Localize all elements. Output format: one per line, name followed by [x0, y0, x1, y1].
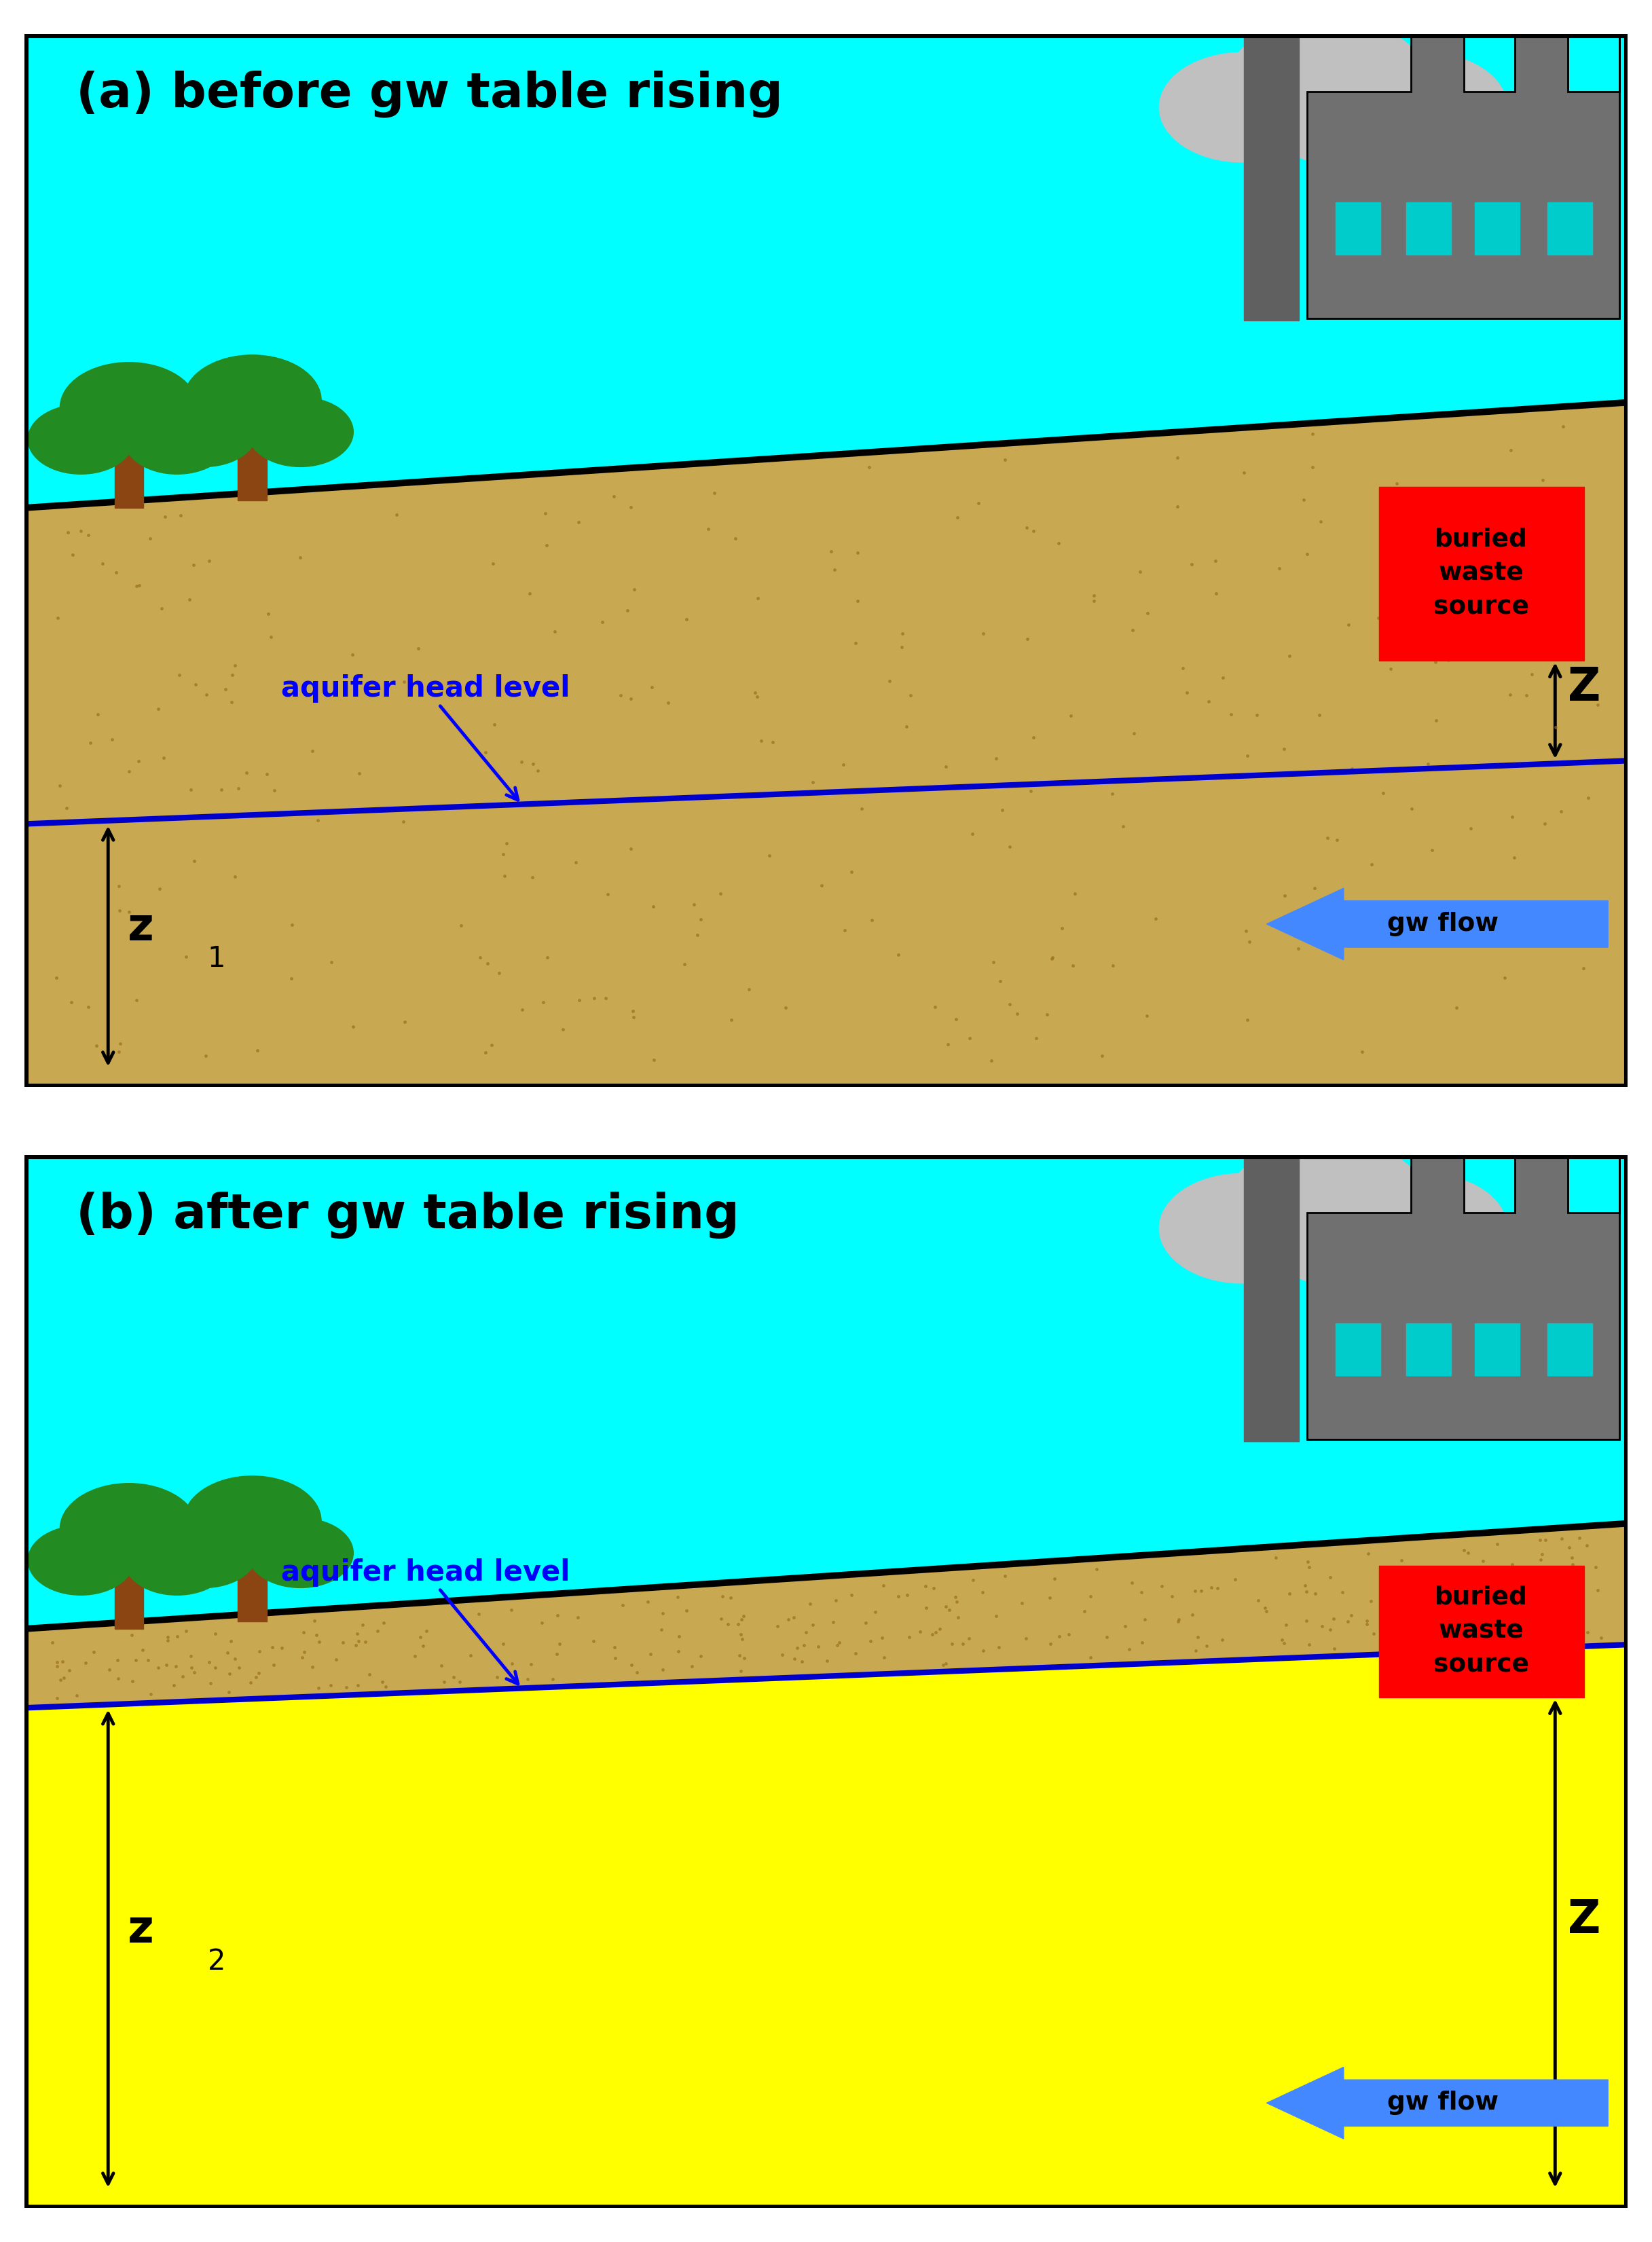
- Polygon shape: [25, 1525, 1627, 2208]
- Text: z: z: [127, 906, 154, 951]
- Text: gw flow: gw flow: [1388, 912, 1498, 937]
- Polygon shape: [1546, 1323, 1593, 1377]
- Polygon shape: [1244, 0, 1298, 321]
- Polygon shape: [238, 442, 266, 500]
- Text: aquifer head level: aquifer head level: [281, 1558, 570, 1684]
- Circle shape: [183, 1475, 320, 1567]
- Polygon shape: [1379, 1565, 1584, 1697]
- Circle shape: [59, 1484, 198, 1574]
- Polygon shape: [1546, 202, 1593, 256]
- Text: aquifer head level: aquifer head level: [281, 675, 570, 800]
- Text: (b) after gw table rising: (b) after gw table rising: [76, 1191, 740, 1238]
- Circle shape: [124, 1525, 230, 1594]
- Polygon shape: [1406, 1323, 1450, 1377]
- Polygon shape: [1335, 202, 1381, 256]
- Circle shape: [1160, 1173, 1327, 1282]
- Circle shape: [28, 1525, 134, 1594]
- Polygon shape: [238, 1563, 266, 1621]
- Polygon shape: [1335, 1323, 1381, 1377]
- Text: Z: Z: [1568, 666, 1601, 711]
- Text: buried
waste
source: buried waste source: [1434, 1585, 1530, 1677]
- Polygon shape: [1244, 1083, 1298, 1442]
- Polygon shape: [114, 451, 144, 509]
- Circle shape: [152, 1518, 258, 1587]
- Polygon shape: [25, 34, 1627, 509]
- Circle shape: [1270, 74, 1408, 166]
- Polygon shape: [1307, 1157, 1619, 1439]
- FancyArrow shape: [1267, 2067, 1607, 2139]
- Polygon shape: [1475, 202, 1520, 256]
- Circle shape: [183, 354, 320, 446]
- Circle shape: [124, 404, 230, 473]
- Circle shape: [1226, 1139, 1429, 1271]
- FancyArrow shape: [1267, 888, 1607, 960]
- Polygon shape: [25, 1155, 1627, 1628]
- Circle shape: [1340, 1173, 1507, 1282]
- Polygon shape: [1475, 1323, 1520, 1377]
- Circle shape: [1270, 1195, 1408, 1287]
- Text: (a) before gw table rising: (a) before gw table rising: [76, 70, 783, 117]
- Polygon shape: [1379, 487, 1584, 661]
- Text: gw flow: gw flow: [1388, 2092, 1498, 2114]
- Circle shape: [1340, 52, 1507, 161]
- Polygon shape: [1406, 202, 1450, 256]
- Text: Z: Z: [1568, 1897, 1601, 1942]
- Text: 1: 1: [208, 944, 225, 973]
- Polygon shape: [1307, 36, 1619, 318]
- Circle shape: [28, 404, 134, 473]
- Text: buried
waste
source: buried waste source: [1434, 527, 1530, 619]
- Polygon shape: [25, 1646, 1627, 2208]
- Circle shape: [1160, 52, 1327, 161]
- Text: z: z: [127, 1908, 154, 1953]
- Circle shape: [59, 363, 198, 453]
- Circle shape: [1226, 18, 1429, 150]
- Text: 2: 2: [208, 1946, 225, 1975]
- Circle shape: [248, 397, 354, 466]
- Polygon shape: [25, 404, 1627, 1087]
- Circle shape: [152, 397, 258, 466]
- Polygon shape: [114, 1572, 144, 1628]
- Circle shape: [248, 1518, 354, 1587]
